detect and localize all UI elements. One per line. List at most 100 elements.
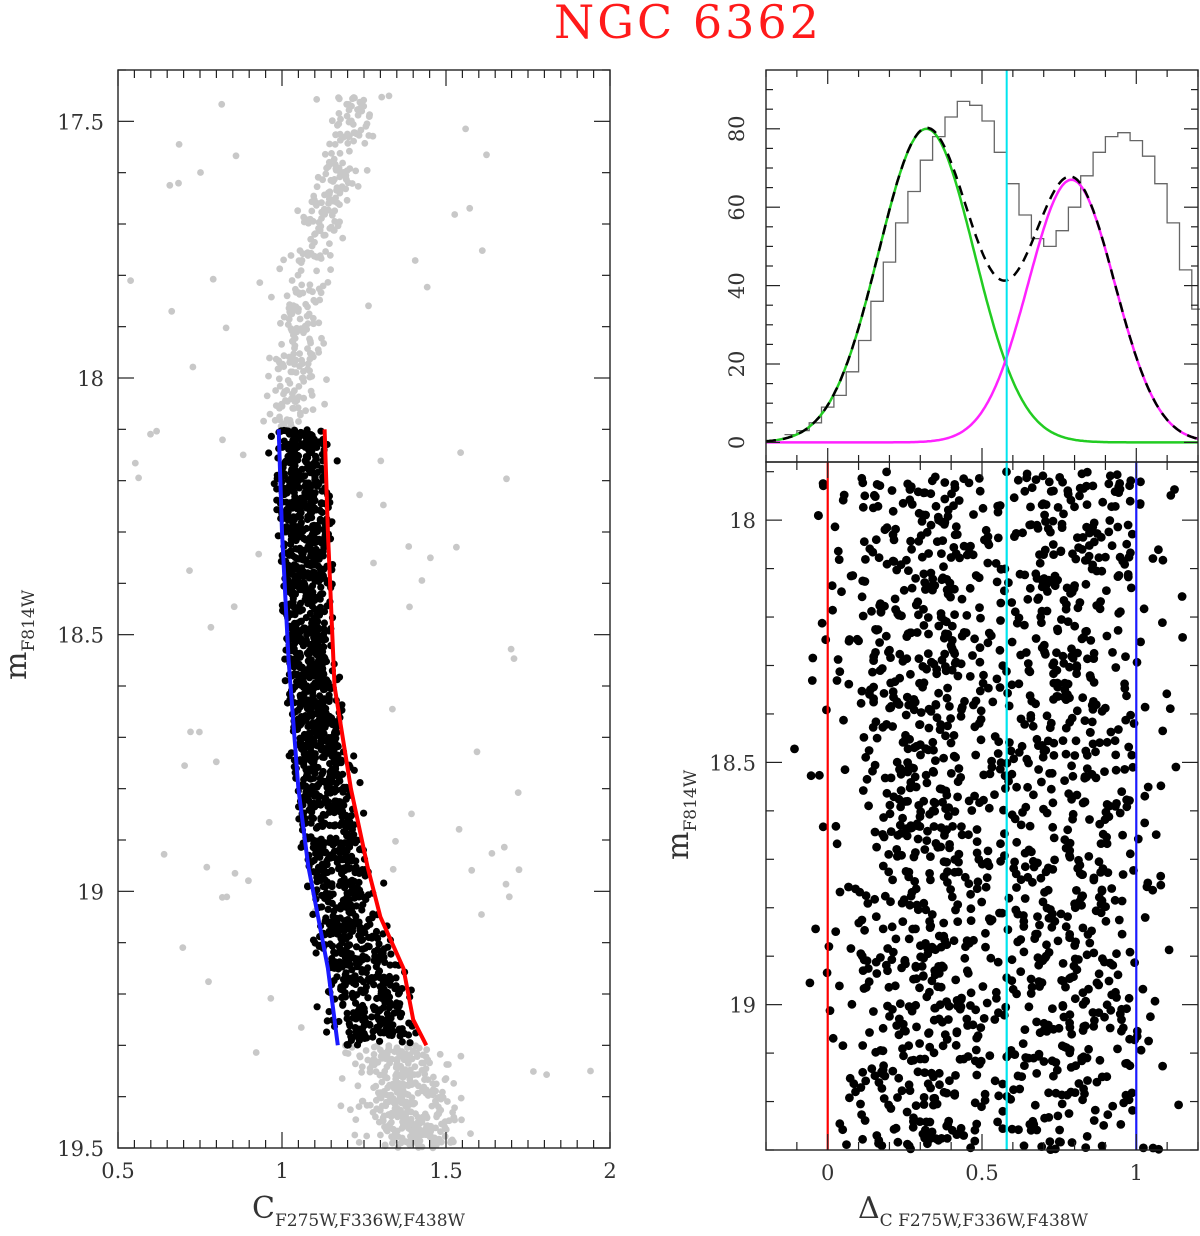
map-star-point — [934, 931, 944, 941]
map-star-point — [966, 916, 976, 925]
map-star-point — [849, 1079, 859, 1089]
map-star-point — [1007, 637, 1017, 647]
selected-star-point — [287, 531, 295, 540]
map-star-point — [864, 801, 873, 811]
selected-star-point — [290, 603, 298, 612]
map-star-point — [992, 994, 1001, 1003]
selected-star-point — [320, 619, 328, 627]
selected-star-point — [314, 798, 323, 806]
map-star-point — [917, 517, 927, 526]
gray-star-point — [478, 911, 485, 918]
map-star-point — [1018, 808, 1027, 817]
gray-star-point — [291, 387, 298, 395]
map-star-point — [1127, 529, 1137, 539]
selected-star-point — [300, 580, 309, 588]
map-star-point — [1136, 637, 1145, 647]
map-star-point — [839, 490, 849, 500]
map-star-point — [1122, 691, 1131, 701]
gray-star-point — [260, 417, 267, 425]
selected-star-point — [348, 1033, 357, 1041]
selected-star-point — [324, 749, 332, 757]
map-star-point — [1008, 984, 1018, 994]
gray-star-point — [409, 1120, 417, 1128]
map-star-point — [971, 750, 981, 760]
map-star-point — [1077, 1053, 1086, 1063]
selected-star-point — [349, 877, 357, 885]
map-star-point — [929, 768, 939, 777]
map-star-point — [969, 700, 978, 710]
gray-star-point — [181, 762, 189, 769]
selected-star-point — [321, 635, 330, 644]
map-star-point — [1110, 736, 1120, 746]
map-star-point — [856, 1099, 865, 1109]
map-star-point — [940, 616, 949, 626]
map-star-point — [1043, 885, 1053, 895]
selected-star-point — [404, 1031, 413, 1039]
cmd-x-tick-labels: 0.5 1 1.5 2 — [101, 1159, 616, 1183]
cmd-x-axis-label: CF275W,F336W,F438W — [252, 1191, 466, 1231]
selected-star-point — [361, 872, 369, 880]
map-star-point — [1156, 880, 1166, 890]
gray-star-point — [405, 543, 413, 550]
map-star-point — [909, 705, 919, 715]
selected-star-point — [299, 642, 307, 650]
map-star-point — [1042, 808, 1052, 818]
selected-star-point — [313, 709, 322, 717]
map-star-point — [1174, 1100, 1183, 1110]
selected-star-point — [292, 626, 300, 635]
gray-star-point — [408, 810, 415, 818]
map-star-point — [869, 1007, 878, 1016]
map-star-point — [975, 686, 985, 696]
gray-star-point — [310, 192, 318, 200]
map-star-point — [952, 1028, 962, 1038]
map-star-point — [1001, 784, 1010, 793]
map-star-point — [1118, 870, 1128, 879]
map-star-point — [1158, 555, 1168, 565]
selected-star-point — [322, 893, 330, 901]
gray-star-point — [358, 1063, 366, 1071]
map-star-point — [901, 1026, 910, 1036]
map-star-point — [930, 472, 940, 482]
map-star-point — [1107, 884, 1117, 893]
selected-star-point — [307, 431, 315, 439]
map-star-point — [1087, 717, 1097, 727]
gray-star-point — [315, 319, 323, 327]
gray-star-point — [437, 1128, 444, 1135]
map-star-point — [1122, 539, 1132, 549]
map-star-point — [1042, 711, 1052, 721]
map-star-point — [890, 594, 900, 604]
selected-star-point — [313, 726, 321, 734]
gray-star-point — [303, 312, 311, 320]
gray-star-point — [451, 1104, 458, 1112]
map-star-point — [932, 537, 942, 546]
map-star-point — [953, 671, 963, 681]
map-y-axis-label: mF814W — [661, 769, 701, 860]
map-star-point — [993, 1117, 1002, 1127]
map-star-point — [1047, 1056, 1057, 1066]
selected-star-point — [380, 1029, 388, 1037]
gray-star-point — [413, 1049, 421, 1057]
map-star-point — [1038, 576, 1048, 586]
y-tick-label: 40 — [725, 272, 749, 299]
selected-star-point — [379, 930, 387, 938]
map-star-point — [1102, 586, 1111, 595]
map-star-point — [884, 867, 894, 877]
gray-star-point — [423, 1123, 430, 1130]
map-star-point — [994, 1091, 1004, 1101]
selected-star-point — [308, 813, 316, 821]
map-star-point — [811, 924, 820, 934]
map-star-point — [1051, 1144, 1060, 1154]
map-star-point — [896, 786, 906, 795]
y-tick-label: 18.5 — [57, 624, 104, 648]
map-star-point — [1065, 838, 1075, 848]
gray-star-point — [296, 362, 303, 370]
selected-star-point — [337, 878, 345, 886]
map-star-point — [1018, 528, 1027, 538]
gray-star-point — [326, 161, 334, 168]
map-star-point — [908, 1122, 918, 1132]
map-star-point — [1094, 969, 1104, 979]
map-star-point — [937, 549, 946, 558]
map-star-point — [915, 1039, 924, 1048]
gray-star-point — [455, 825, 463, 833]
gray-star-point — [415, 1044, 423, 1052]
